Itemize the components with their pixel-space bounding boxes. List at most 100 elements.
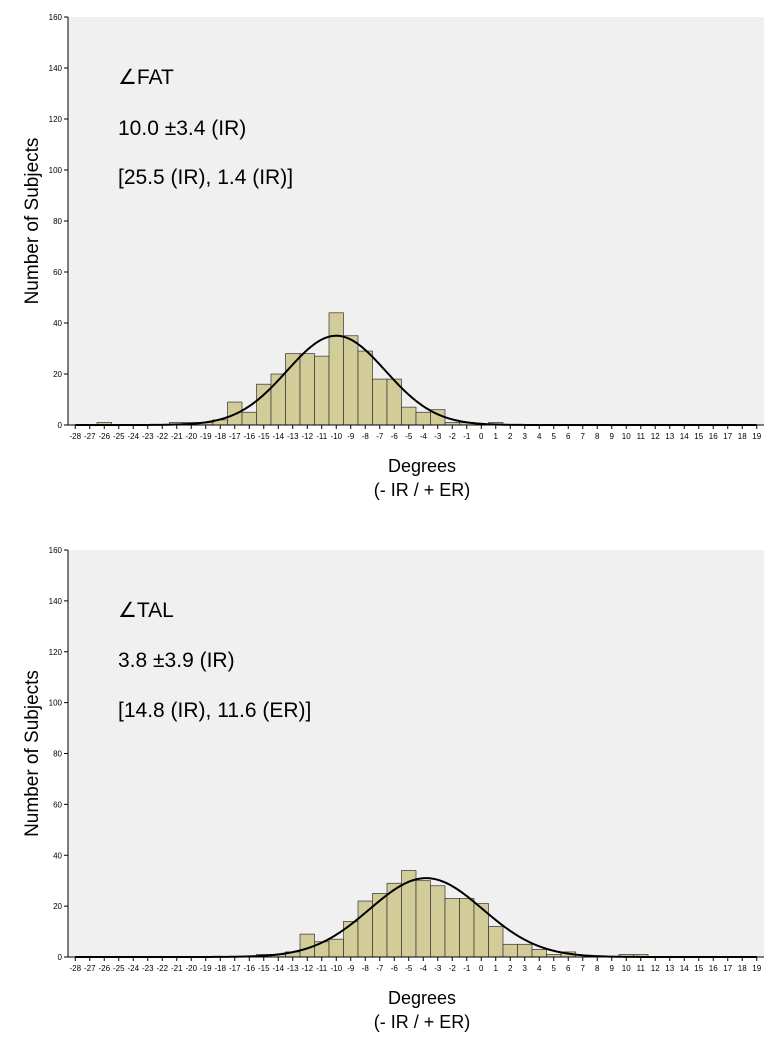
y-tick-label: 140 — [49, 64, 63, 73]
x-tick-label: 6 — [566, 964, 571, 973]
x-tick-label: 4 — [537, 964, 542, 973]
x-tick-label: -3 — [434, 964, 442, 973]
x-tick-label: -7 — [376, 964, 384, 973]
x-tick-label: -15 — [258, 432, 270, 441]
x-tick-label: -16 — [243, 964, 255, 973]
x-tick-label: 1 — [494, 432, 499, 441]
x-tick-label: 2 — [508, 964, 513, 973]
x-tick-label: 5 — [552, 964, 557, 973]
histogram-bar — [357, 350, 373, 426]
x-tick-label: 12 — [651, 432, 660, 441]
x-tick-label: -25 — [113, 432, 125, 441]
histogram-bar — [314, 355, 330, 426]
x-tick-label: -8 — [362, 964, 370, 973]
x-tick-label: -25 — [113, 964, 125, 973]
x-tick-label: -11 — [316, 432, 328, 441]
histogram-bar — [241, 411, 257, 426]
x-tick-label: 11 — [637, 432, 646, 441]
x-tick-label: -13 — [287, 432, 299, 441]
x-tick-label: -14 — [272, 964, 284, 973]
x-tick-label: 7 — [581, 964, 586, 973]
x-tick-label: 3 — [523, 964, 528, 973]
x-tick-label: 4 — [537, 432, 542, 441]
x-tick-label: 17 — [723, 964, 732, 973]
x-tick-label: -3 — [434, 432, 442, 441]
histogram-bar — [531, 949, 547, 958]
y-tick-label: 60 — [53, 268, 62, 277]
x-axis-title: Degrees — [388, 456, 456, 476]
stat-annotation: [14.8 (IR), 11.6 (ER)] — [118, 699, 311, 722]
x-tick-label: -5 — [405, 964, 413, 973]
x-tick-label: -11 — [316, 964, 328, 973]
x-tick-label: 6 — [566, 432, 571, 441]
x-tick-label: -18 — [214, 964, 226, 973]
stat-annotation: ∠TAL — [118, 599, 174, 622]
x-tick-label: -5 — [405, 432, 413, 441]
x-tick-label: -24 — [127, 964, 139, 973]
x-tick-label: -20 — [185, 964, 197, 973]
y-tick-label: 40 — [53, 851, 62, 860]
x-tick-label: 15 — [694, 432, 703, 441]
y-axis-title: Number of Subjects — [22, 670, 43, 837]
histogram-bar — [502, 943, 518, 958]
x-tick-label: -6 — [391, 964, 399, 973]
x-tick-label: 8 — [595, 964, 600, 973]
x-tick-label: -27 — [84, 432, 96, 441]
y-tick-label: 60 — [53, 800, 62, 809]
y-tick-label: 0 — [58, 953, 63, 962]
histogram-bar — [299, 353, 315, 426]
histogram-bar — [401, 406, 417, 426]
x-tick-label: -4 — [420, 964, 428, 973]
histogram-bar — [444, 898, 460, 958]
x-tick-label: 16 — [709, 432, 718, 441]
histogram-bar — [372, 378, 388, 426]
x-tick-label: -20 — [185, 432, 197, 441]
x-tick-label: -2 — [449, 432, 457, 441]
x-tick-label: 5 — [552, 432, 557, 441]
x-tick-label: 16 — [709, 964, 718, 973]
y-tick-label: 140 — [49, 597, 63, 606]
x-tick-label: -9 — [347, 432, 355, 441]
y-tick-label: 160 — [49, 546, 63, 555]
histogram-bar — [430, 885, 446, 958]
x-tick-label: 0 — [479, 964, 484, 973]
x-tick-label: -28 — [69, 964, 81, 973]
histogram-bar — [459, 898, 475, 958]
y-axis-title: Number of Subjects — [22, 138, 43, 305]
x-tick-label: -26 — [98, 432, 110, 441]
y-tick-label: 80 — [53, 750, 62, 759]
x-tick-label: 11 — [637, 964, 646, 973]
histogram-bar — [415, 880, 431, 958]
y-tick-label: 120 — [49, 115, 63, 124]
histogram-bar — [415, 411, 431, 426]
x-tick-label: 13 — [665, 432, 674, 441]
x-tick-label: -10 — [330, 432, 342, 441]
y-tick-label: 20 — [53, 902, 62, 911]
x-tick-label: 17 — [723, 432, 732, 441]
x-tick-label: -12 — [301, 432, 313, 441]
x-tick-label: 12 — [651, 964, 660, 973]
x-tick-label: -28 — [69, 432, 81, 441]
stat-annotation: 10.0 ±3.4 (IR) — [118, 117, 246, 140]
x-tick-label: 14 — [680, 432, 689, 441]
x-tick-label: -2 — [449, 964, 457, 973]
x-tick-label: -23 — [142, 432, 154, 441]
y-tick-label: 100 — [49, 699, 63, 708]
x-tick-label: 9 — [610, 432, 615, 441]
x-tick-label: 19 — [752, 432, 761, 441]
x-tick-label: -1 — [463, 964, 471, 973]
x-tick-label: -23 — [142, 964, 154, 973]
x-tick-label: -4 — [420, 432, 428, 441]
x-tick-label: -17 — [229, 432, 241, 441]
x-tick-label: -21 — [171, 432, 183, 441]
x-tick-label: -27 — [84, 964, 96, 973]
y-tick-label: 40 — [53, 319, 62, 328]
x-tick-label: -19 — [200, 964, 212, 973]
x-axis-title: Degrees — [388, 988, 456, 1008]
histogram-bar — [517, 943, 533, 958]
x-tick-label: 15 — [694, 964, 703, 973]
x-tick-label: -7 — [376, 432, 384, 441]
x-tick-label: 8 — [595, 432, 600, 441]
x-tick-label: 2 — [508, 432, 513, 441]
